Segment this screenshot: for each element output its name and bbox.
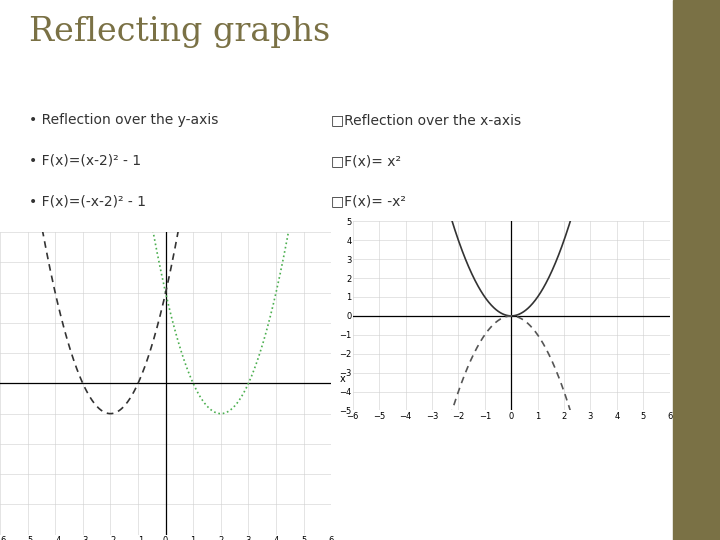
Text: □F(x)= -x²: □F(x)= -x²: [331, 194, 406, 208]
Text: □F(x)= x²: □F(x)= x²: [331, 154, 401, 168]
Text: □Reflection over the x-axis: □Reflection over the x-axis: [331, 113, 521, 127]
Text: x: x: [340, 374, 345, 384]
Text: x: x: [678, 309, 683, 319]
Text: Reflecting graphs: Reflecting graphs: [29, 16, 330, 48]
Text: • F(x)=(x-2)² - 1: • F(x)=(x-2)² - 1: [29, 154, 141, 168]
Text: • F(x)=(-x-2)² - 1: • F(x)=(-x-2)² - 1: [29, 194, 145, 208]
Text: • Reflection over the y-axis: • Reflection over the y-axis: [29, 113, 218, 127]
